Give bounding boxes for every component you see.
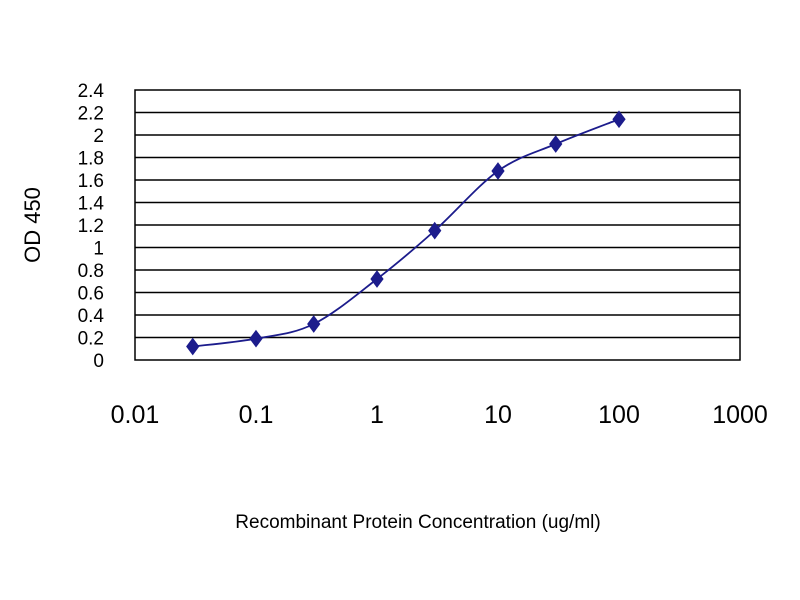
data-point-marker: [307, 315, 321, 333]
y-tick-label: 0.2: [78, 329, 104, 350]
x-tick-label: 10: [484, 401, 512, 429]
y-tick-label: 0: [93, 351, 104, 372]
y-tick-label: 0.4: [78, 306, 105, 327]
data-point-marker: [491, 162, 505, 180]
data-point-marker: [249, 329, 263, 348]
y-tick-label: 0.6: [78, 284, 104, 305]
y-tick-label: 1.2: [78, 216, 104, 237]
x-tick-label: 1: [370, 401, 384, 429]
data-point-marker: [549, 135, 563, 153]
y-tick-label: 0.8: [78, 261, 104, 282]
x-tick-label: 0.01: [111, 401, 160, 429]
y-tick-label: 1.8: [78, 149, 104, 170]
data-point-marker: [186, 337, 200, 356]
x-tick-label: 100: [598, 401, 640, 429]
y-axis-label: OD 450: [20, 187, 45, 263]
x-axis-label: Recombinant Protein Concentration (ug/ml…: [235, 512, 600, 533]
y-tick-label: 1.6: [78, 171, 104, 192]
y-tick-label: 1.4: [78, 194, 105, 215]
y-tick-label: 1: [93, 239, 104, 260]
y-tick-label: 2.2: [78, 104, 104, 125]
y-tick-labels: 00.20.40.60.811.21.41.61.822.22.4: [78, 81, 105, 372]
data-point-marker: [428, 221, 442, 240]
data-point-marker: [370, 270, 384, 288]
y-tick-label: 2: [93, 126, 104, 147]
y-tick-label: 2.4: [78, 81, 105, 102]
x-tick-label: 0.1: [239, 401, 274, 429]
x-tick-labels: 0.01 0.1 1 10 100 1000: [111, 401, 768, 429]
data-series: [186, 110, 626, 356]
grid-lines: [135, 111, 740, 339]
data-point-marker: [612, 110, 626, 129]
x-tick-label: 1000: [712, 401, 768, 429]
